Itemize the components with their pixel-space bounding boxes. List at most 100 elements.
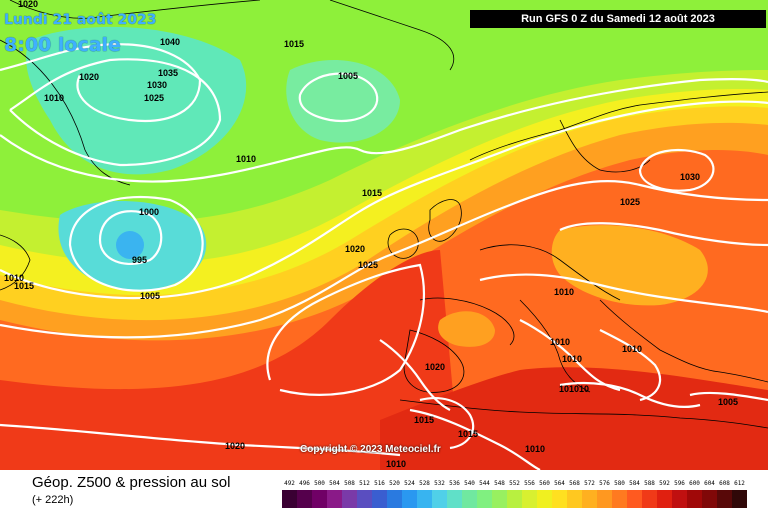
isobar-label: 1035 <box>158 68 178 78</box>
isobar-label: 1020 <box>79 72 99 82</box>
isobar-label: 1020 <box>18 0 38 9</box>
legend-value: 532 <box>434 480 445 487</box>
map-footer: Géop. Z500 & pression au sol (+ 222h) 49… <box>0 470 768 512</box>
legend-value: 576 <box>599 480 610 487</box>
field-low-core <box>116 231 144 259</box>
legend-value: 552 <box>509 480 520 487</box>
isobar-label: 1010 <box>525 444 545 454</box>
legend-value: 524 <box>404 480 415 487</box>
legend-value: 572 <box>584 480 595 487</box>
isobar-label: 1015 <box>14 281 34 291</box>
isobar-label: 1010 <box>562 354 582 364</box>
isobar-label: 1010 <box>44 93 64 103</box>
legend-value: 588 <box>644 480 655 487</box>
valid-time: 8:00 locale <box>4 34 121 56</box>
legend-swatch <box>627 490 642 508</box>
copyright-notice: Copyright © 2023 Meteociel.fr <box>300 444 441 455</box>
isobar-label: 1030 <box>680 172 700 182</box>
legend-value: 600 <box>689 480 700 487</box>
legend-value: 556 <box>524 480 535 487</box>
legend-value: 548 <box>494 480 505 487</box>
legend-value: 592 <box>659 480 670 487</box>
isobar-label: 1020 <box>425 362 445 372</box>
legend-swatch <box>312 490 327 508</box>
legend-value: 540 <box>464 480 475 487</box>
legend-swatch <box>537 490 552 508</box>
isobar-label: 1010 <box>622 344 642 354</box>
legend-value: 528 <box>419 480 430 487</box>
legend-swatch <box>417 490 432 508</box>
legend-swatch <box>717 490 732 508</box>
valid-date: Lundi 21 août 2023 <box>4 12 157 28</box>
field-band-deepred <box>380 367 768 470</box>
isobar-label: 1015 <box>284 39 304 49</box>
legend-swatch <box>297 490 312 508</box>
field-ridge-iberia <box>438 311 495 347</box>
legend-swatch <box>432 490 447 508</box>
geopotential-map: 1020 1040 1015 1005 1020 1035 1030 1025 … <box>0 0 768 470</box>
legend-value: 612 <box>734 480 745 487</box>
legend-swatch <box>672 490 687 508</box>
isobar-label: 1015 <box>458 429 478 439</box>
isobar-label: 1040 <box>160 37 180 47</box>
isobar-label: 1015 <box>414 415 434 425</box>
legend-swatch <box>567 490 582 508</box>
isobar-label: 1030 <box>147 80 167 90</box>
legend-value: 544 <box>479 480 490 487</box>
isobar-label: 1010 <box>4 273 24 283</box>
isobars <box>0 43 768 470</box>
legend-swatch <box>477 490 492 508</box>
isobar-label: 101010 <box>559 384 589 394</box>
isobar-label: 1010 <box>550 337 570 347</box>
isobar-label: 1015 <box>362 188 382 198</box>
legend-swatch <box>282 490 297 508</box>
isobar-label: 1020 <box>225 441 245 451</box>
legend-swatch <box>402 490 417 508</box>
legend-value: 564 <box>554 480 565 487</box>
legend-swatch <box>552 490 567 508</box>
legend-swatch <box>387 490 402 508</box>
legend-swatch <box>642 490 657 508</box>
legend-swatch <box>597 490 612 508</box>
color-scale-legend: 492 496 500 504 508 512 516 520 524 528 532 536 540 5… <box>282 478 752 508</box>
legend-value: 500 <box>314 480 325 487</box>
isobar-label: 1025 <box>620 197 640 207</box>
legend-value: 504 <box>329 480 340 487</box>
legend-swatch <box>372 490 387 508</box>
coastlines <box>0 0 768 429</box>
legend-value: 584 <box>629 480 640 487</box>
legend-value: 496 <box>299 480 310 487</box>
isobar-label: 1025 <box>358 260 378 270</box>
legend-swatch <box>522 490 537 508</box>
legend-swatch <box>492 490 507 508</box>
legend-value: 580 <box>614 480 625 487</box>
legend-value: 568 <box>569 480 580 487</box>
legend-value: 492 <box>284 480 295 487</box>
legend-swatch <box>462 490 477 508</box>
field-band-red <box>0 250 460 470</box>
legend-swatch <box>687 490 702 508</box>
isobar-label: 1010 <box>554 287 574 297</box>
isobar-labels: 1020 1040 1015 1005 1020 1035 1030 1025 … <box>4 0 738 469</box>
isobar-label: 1005 <box>338 71 358 81</box>
legend-value: 520 <box>389 480 400 487</box>
legend-value: 536 <box>449 480 460 487</box>
legend-swatch <box>342 490 357 508</box>
isobar-label: 1000 <box>139 207 159 217</box>
legend-swatch <box>657 490 672 508</box>
legend-value: 508 <box>344 480 355 487</box>
legend-swatch <box>732 490 747 508</box>
legend-swatch <box>507 490 522 508</box>
isobar-label: 1025 <box>144 93 164 103</box>
isobar-label: 1010 <box>386 459 406 469</box>
legend-swatch <box>327 490 342 508</box>
legend-value: 516 <box>374 480 385 487</box>
legend-swatch <box>357 490 372 508</box>
legend-value: 560 <box>539 480 550 487</box>
legend-swatch <box>447 490 462 508</box>
legend-swatch <box>582 490 597 508</box>
legend-value: 512 <box>359 480 370 487</box>
legend-value: 596 <box>674 480 685 487</box>
legend-swatch <box>702 490 717 508</box>
